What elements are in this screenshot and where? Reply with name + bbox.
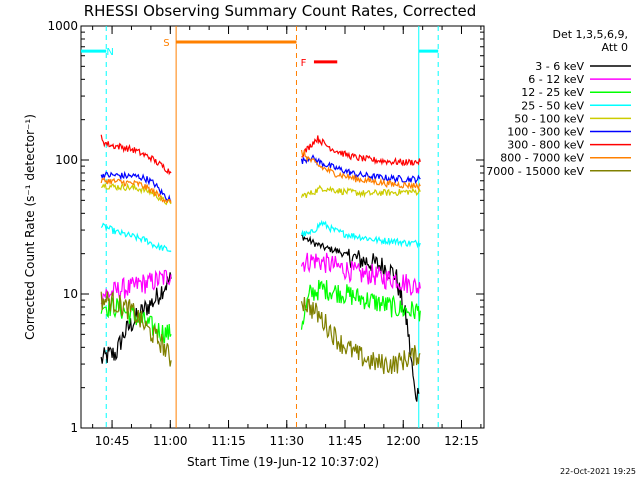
legend-header-line-2: Att 0 xyxy=(602,41,628,54)
series-line-800-7000-kev xyxy=(100,149,421,204)
y-axis-label: Corrected Count Rate (s⁻¹ detector⁻¹) xyxy=(23,114,37,340)
x-tick-label: 11:45 xyxy=(328,434,363,448)
y-tick-label: 10 xyxy=(63,287,78,301)
series-line-7000-15000-kev xyxy=(100,291,421,375)
series-line-3-6-kev xyxy=(100,234,420,402)
footer-date: 22-Oct-2021 19:25 xyxy=(560,467,636,476)
legend-label-300-800-kev: 300 - 800 keV xyxy=(507,139,584,152)
legend-label-50-100-kev: 50 - 100 keV xyxy=(514,112,584,125)
plot-area: N S F xyxy=(80,25,485,429)
plot-frame xyxy=(80,25,485,429)
series-lines xyxy=(100,134,421,402)
legend-label-800-7000-kev: 800 - 7000 keV xyxy=(500,152,584,165)
x-tick-label: 12:15 xyxy=(444,434,479,448)
flag-label-f: F xyxy=(301,58,307,69)
x-tick-label: 10:45 xyxy=(95,434,130,448)
x-tick-label: 11:00 xyxy=(153,434,188,448)
series-line-50-100-kev xyxy=(101,182,421,206)
legend-label-100-300-kev: 100 - 300 keV xyxy=(507,126,584,139)
legend-header-line-1: Det 1,3,5,6,9, xyxy=(552,28,628,41)
flag-bars: N S F xyxy=(81,38,439,69)
legend-label-3-6-kev: 3 - 6 keV xyxy=(535,60,584,73)
x-axis-label: Start Time (19-Jun-12 10:37:02) xyxy=(187,455,379,469)
y-tick-label: 100 xyxy=(55,153,78,167)
legend-label-25-50-kev: 25 - 50 keV xyxy=(521,99,584,112)
legend-label-6-12-kev: 6 - 12 keV xyxy=(528,73,584,86)
series-line-25-50-kev xyxy=(100,219,421,253)
legend-label-7000-15000-kev: 7000 - 15000 keV xyxy=(486,165,584,178)
legend-label-12-25-kev: 12 - 25 keV xyxy=(521,86,584,99)
x-tick-label: 12:00 xyxy=(386,434,421,448)
y-tick-label: 1 xyxy=(70,421,78,435)
y-tick-label: 1000 xyxy=(47,19,78,33)
x-tick-label: 11:15 xyxy=(211,434,246,448)
x-axis: 10:45 11:00 11:15 11:30 11:45 12:00 12:15 xyxy=(92,26,482,448)
series-line-300-800-kev xyxy=(100,134,421,176)
y-axis: 1 10 100 1000 xyxy=(47,19,484,435)
flag-label-n: N xyxy=(106,47,113,58)
flag-label-s: S xyxy=(163,38,169,49)
chart-title: RHESSI Observing Summary Count Rates, Co… xyxy=(84,2,477,20)
x-tick-label: 11:30 xyxy=(269,434,304,448)
series-line-100-300-kev xyxy=(100,154,421,202)
